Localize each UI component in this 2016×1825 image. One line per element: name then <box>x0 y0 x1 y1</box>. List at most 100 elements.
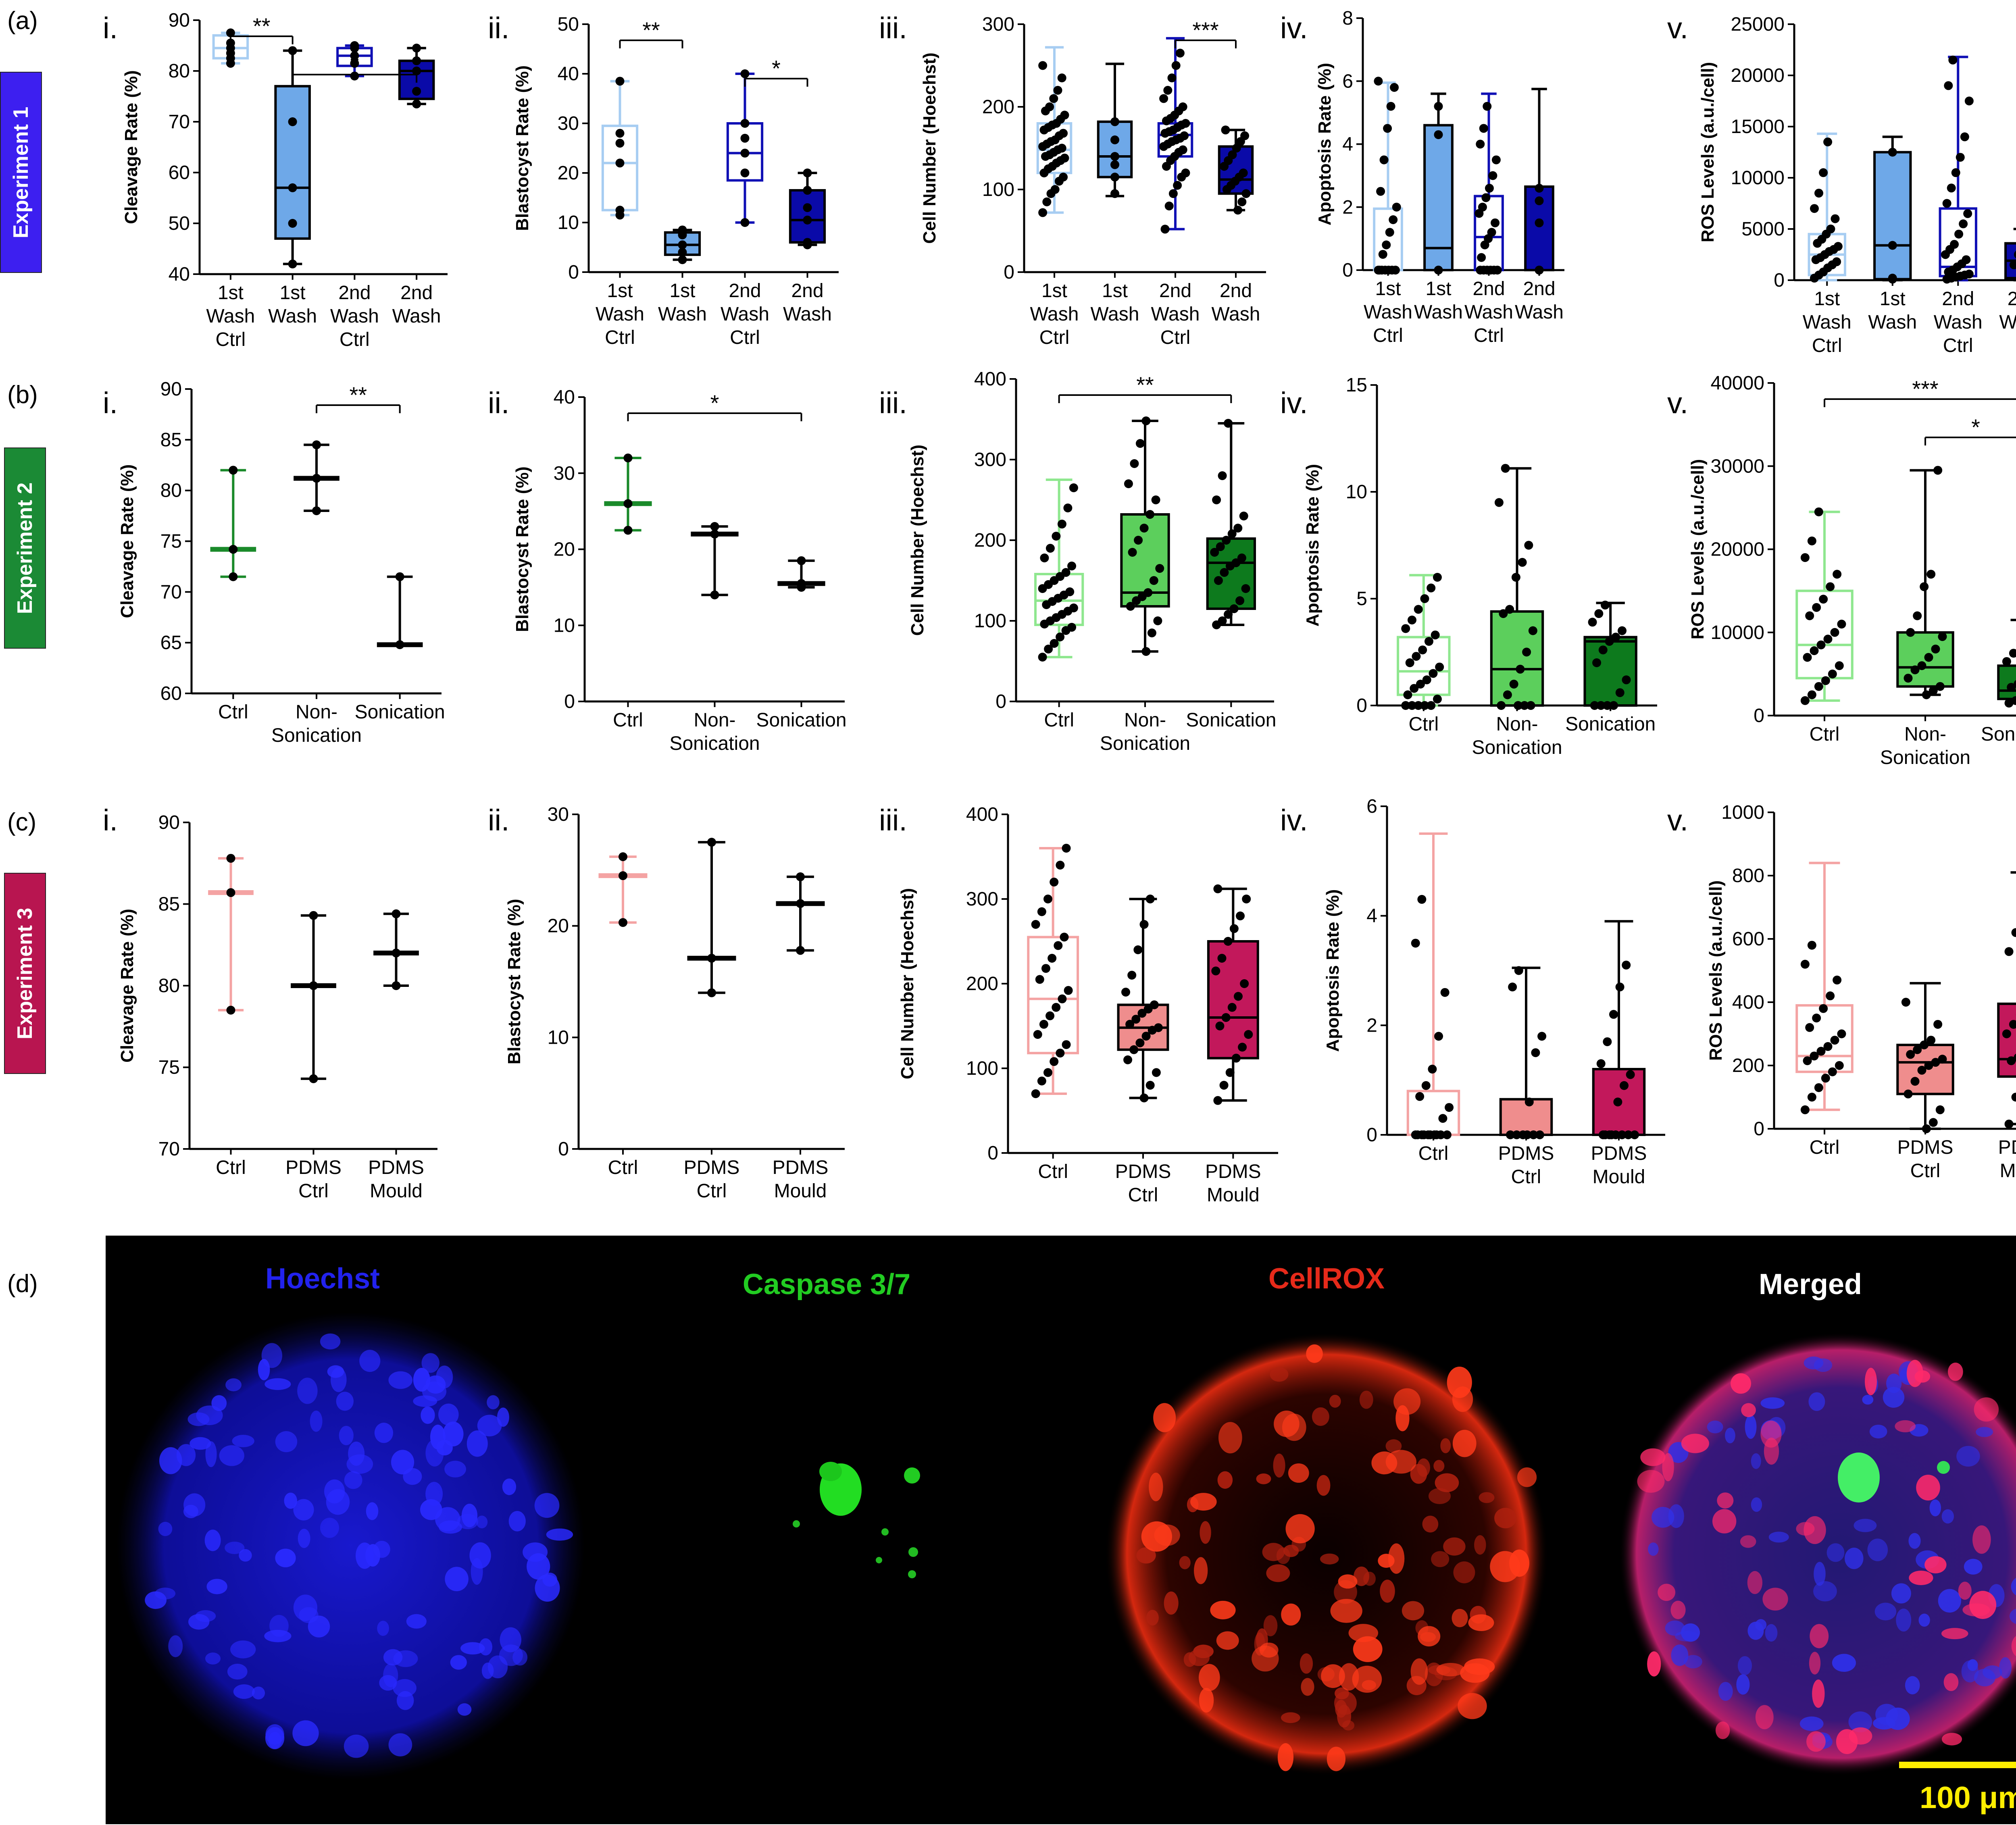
texture-spot <box>1283 1544 1299 1557</box>
data-point <box>1816 640 1826 649</box>
texture-spot <box>1637 1470 1665 1493</box>
texture-spot <box>1647 1651 1661 1677</box>
texture-spot <box>1263 1615 1278 1636</box>
texture-spot <box>1751 1497 1762 1512</box>
experiment-badge-2-label: Experiment 2 <box>13 482 37 614</box>
texture-spot <box>1896 1609 1912 1632</box>
panel-label-b: (b) <box>7 381 38 409</box>
panel-roman-a-i: i. <box>103 11 118 45</box>
data-point <box>615 158 625 168</box>
experiment-badge-1-label: Experiment 1 <box>9 106 33 238</box>
data-point <box>1414 605 1423 614</box>
data-point <box>1478 202 1487 212</box>
x-tick-label: Non- <box>694 710 735 731</box>
data-point <box>1421 1081 1431 1090</box>
panel-label-a: (a) <box>7 7 38 35</box>
data-point <box>1042 197 1052 206</box>
data-point <box>1150 1000 1159 1009</box>
data-point <box>1535 196 1544 206</box>
data-point <box>1049 94 1058 103</box>
box-0 <box>601 77 639 220</box>
texture-spot <box>268 1732 281 1749</box>
y-tick-label: 20000 <box>1711 539 1764 560</box>
data-point <box>1609 1010 1618 1019</box>
texture-spot <box>2011 1636 2016 1656</box>
iqr-box <box>1499 1098 1553 1136</box>
x-tick-label: Non- <box>1496 714 1538 735</box>
y-tick-label: 90 <box>158 812 180 833</box>
data-point <box>1615 982 1624 992</box>
data-point <box>1588 618 1597 627</box>
texture-spot <box>1725 1428 1735 1444</box>
data-point <box>226 1005 235 1015</box>
data-point <box>395 640 404 649</box>
x-tick-label: PDMS <box>1897 1137 1954 1158</box>
texture-spot <box>1410 1658 1428 1685</box>
texture-spot <box>1353 1636 1383 1662</box>
data-point <box>740 148 750 158</box>
data-point <box>1807 690 1816 699</box>
texture-spot <box>346 1454 373 1474</box>
significance-bracket: * <box>292 52 418 83</box>
data-point <box>1828 1067 1837 1076</box>
box-2 <box>1939 55 1977 284</box>
texture-spot <box>1436 1663 1465 1677</box>
data-point <box>1964 96 1974 106</box>
texture-spot <box>476 1515 488 1529</box>
data-point <box>1837 1029 1846 1038</box>
y-tick-label: 400 <box>974 368 1006 390</box>
box-1 <box>294 440 339 515</box>
data-point <box>1038 61 1048 70</box>
data-point <box>2007 683 2016 692</box>
x-tick-label: Ctrl <box>1128 1184 1158 1206</box>
y-tick-label: 90 <box>169 10 190 31</box>
x-tick-label: 1st <box>607 280 633 302</box>
data-point <box>1407 616 1416 624</box>
y-tick-label: 400 <box>1732 992 1764 1013</box>
texture-spot <box>159 1447 182 1474</box>
x-tick-label: 2nd <box>1523 278 1555 300</box>
data-point <box>1043 1068 1053 1077</box>
texture-spot <box>1712 1509 1737 1534</box>
y-tick-label: 5 <box>1356 588 1367 610</box>
data-point <box>1807 941 1816 950</box>
texture-spot <box>1266 1564 1290 1582</box>
data-point <box>1807 1093 1816 1102</box>
texture-spot <box>1479 1492 1495 1503</box>
y-tick-label: 10 <box>1346 481 1367 503</box>
data-point <box>1913 611 1922 620</box>
texture-spot <box>1149 1473 1163 1501</box>
data-point <box>740 133 750 143</box>
x-tick-label: PDMS <box>1591 1143 1647 1164</box>
significance-bracket: ** <box>619 17 683 48</box>
data-point <box>1434 266 1443 275</box>
texture-spot <box>1974 1397 1999 1422</box>
x-tick-label: Ctrl <box>613 710 643 731</box>
data-point <box>1531 1048 1540 1057</box>
data-point <box>1035 975 1044 984</box>
panel-roman-c-iii: iii. <box>879 803 907 837</box>
iqr-box <box>1873 151 1912 281</box>
texture-spot <box>383 1663 398 1688</box>
texture-spot <box>1755 1705 1774 1729</box>
x-tick-label: Sonication <box>1186 710 1276 731</box>
data-point <box>1476 139 1485 149</box>
panel-roman-b-v: v. <box>1667 386 1688 420</box>
data-point <box>1419 1130 1429 1139</box>
x-tick-label: Wash <box>658 304 707 325</box>
data-point <box>1920 1040 1929 1049</box>
data-point <box>1401 701 1410 710</box>
texture-spot <box>190 1437 211 1450</box>
texture-spot <box>1874 1602 1897 1621</box>
data-point <box>1163 86 1173 95</box>
texture-spot <box>1665 1620 1685 1636</box>
y-tick-label: 200 <box>974 530 1006 551</box>
texture-spot <box>1810 1624 1829 1648</box>
box-1 <box>1499 966 1553 1139</box>
y-axis-label: Cell Number (Hoechst) <box>920 52 939 243</box>
iqr-box <box>274 85 311 240</box>
x-tick-label: Ctrl <box>1418 1143 1449 1164</box>
data-point <box>1906 1050 1915 1059</box>
